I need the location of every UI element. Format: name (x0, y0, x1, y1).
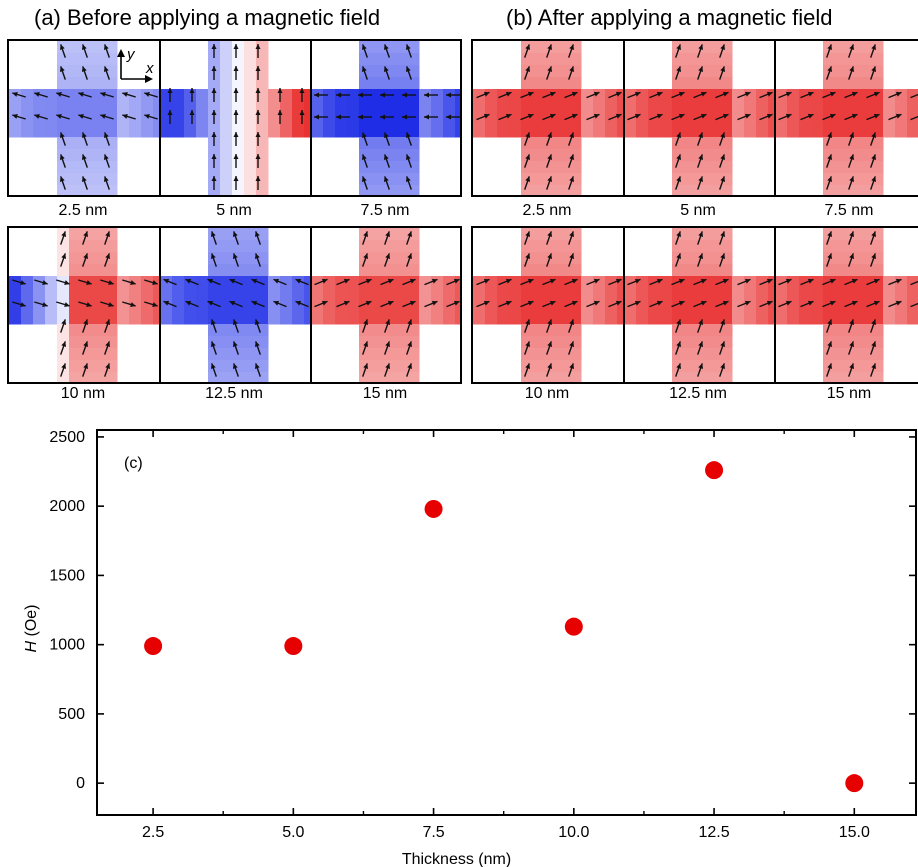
panel-divider (310, 41, 312, 195)
data-point (424, 499, 443, 518)
thickness-caption: 15 nm (362, 385, 408, 402)
y-tick-label: 1500 (49, 567, 85, 584)
thickness-caption: 12.5 nm (205, 385, 263, 402)
scatter-plot: 2.5 5.0 7.5 10.0 12.5 15.0 0 500 1000 1500 2000 250… (23, 429, 917, 867)
plot-frame (96, 429, 917, 816)
x-tick-label: 7.5 (422, 824, 444, 841)
panel-a-row-2 (7, 226, 462, 384)
spin-texture-cell (624, 41, 781, 195)
x-tick-label: 12.5 (698, 824, 729, 841)
spin-texture-cell (311, 41, 460, 195)
panel-b-row-2 (471, 226, 918, 384)
x-tick-label: 10.0 (558, 824, 589, 841)
y-tick-label: 1000 (49, 637, 85, 654)
spin-arrow (910, 115, 918, 121)
spin-texture-cell (473, 41, 630, 195)
xy-axis-indicator: yx (117, 46, 154, 83)
spin-texture-cell (9, 228, 166, 382)
data-point (284, 637, 303, 656)
spin-texture-cell (311, 228, 460, 382)
y-tick-label: 2000 (49, 498, 85, 515)
y-tick-label: 2500 (49, 429, 85, 446)
spin-texture-cell (775, 41, 918, 195)
thickness-caption: 2.5 nm (522, 202, 572, 219)
panel-b-title: (b) After applying a magnetic field (506, 5, 833, 30)
spin-arrow (910, 93, 918, 99)
thickness-caption: 5 nm (680, 202, 716, 219)
panel-b-row-1 (471, 39, 918, 197)
panel-a-title: (a) Before applying a magnetic field (34, 5, 381, 30)
thickness-caption: 5 nm (216, 202, 252, 219)
thickness-caption: 12.5 nm (669, 385, 727, 402)
spin-texture-cell (624, 228, 781, 382)
thickness-caption: 2.5 nm (58, 202, 108, 219)
panel-divider (159, 41, 161, 195)
y-tick-label: 500 (58, 706, 85, 723)
y-tick-label: 0 (76, 775, 85, 792)
axis-y-label: y (126, 46, 136, 63)
spin-texture-cell (9, 41, 166, 195)
panel-divider (159, 228, 161, 382)
spin-texture-cell (160, 41, 317, 195)
x-tick-label: 2.5 (142, 824, 164, 841)
panel-divider (310, 228, 312, 382)
y-axis-label: H (Oe) (23, 605, 40, 653)
x-tick-label: 15.0 (839, 824, 870, 841)
panel-divider (774, 228, 776, 382)
panel-divider (623, 41, 625, 195)
panel-divider (774, 41, 776, 195)
data-point (845, 774, 864, 793)
thickness-caption: 15 nm (826, 385, 872, 402)
axis-x-label: x (145, 60, 154, 77)
spin-texture-cell (775, 228, 918, 382)
x-tick-label: 5.0 (282, 824, 304, 841)
data-point (144, 637, 163, 656)
panel-c-label: (c) (124, 455, 143, 472)
spin-arrow (910, 280, 918, 286)
x-axis-label: Thickness (nm) (402, 851, 511, 867)
thickness-caption: 7.5 nm (824, 202, 874, 219)
spin-arrow (910, 302, 918, 308)
thickness-caption: 7.5 nm (360, 202, 410, 219)
spin-texture-cell (473, 228, 630, 382)
thickness-caption: 10 nm (60, 385, 106, 402)
data-point (705, 461, 724, 480)
thickness-caption: 10 nm (524, 385, 570, 402)
data-point (564, 617, 583, 636)
spin-texture-cell (160, 228, 317, 382)
panel-divider (623, 228, 625, 382)
